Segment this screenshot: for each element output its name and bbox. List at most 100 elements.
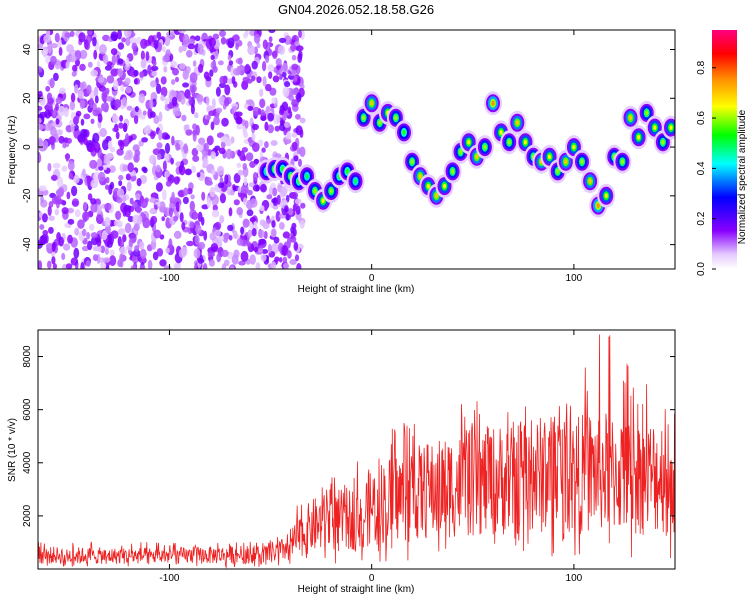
spectrogram-noise-cell [231, 76, 236, 85]
spectrogram-noise-cell [97, 246, 102, 252]
spectrogram-noise-cell [260, 183, 267, 193]
spectrogram-noise-cell [263, 204, 268, 212]
spectrogram-noise-cell [122, 96, 127, 107]
spectrogram-noise-cell [117, 68, 123, 77]
spectrogram-noise-cell [158, 111, 163, 122]
spectrogram-noise-cell [115, 210, 122, 221]
spectrogram-noise-cell [133, 69, 139, 77]
spectrogram-noise-cell [277, 45, 286, 55]
spectrogram-noise-cell [81, 228, 87, 237]
spectrogram-noise-cell [186, 240, 194, 247]
spectrogram-noise-cell [125, 133, 129, 144]
spectrogram-ridge-cell [483, 144, 487, 150]
spectrogram-ridge-cell [418, 173, 422, 179]
spectrogram-noise-cell [257, 229, 265, 239]
spectrogram-noise-cell [210, 54, 215, 61]
y-tick-label: 4000 [22, 451, 33, 474]
spectrogram-noise-cell [183, 143, 189, 154]
spectrogram-ridge-cell [442, 183, 447, 189]
spectrogram-heatmap [38, 30, 675, 269]
spectrogram-noise-cell [198, 241, 206, 250]
spectrogram-noise-cell [80, 262, 85, 269]
spectrogram-noise-cell [200, 216, 205, 226]
spectrogram-noise-cell [83, 113, 91, 120]
spectrogram-noise-cell [214, 145, 221, 151]
spectrogram-noise-cell [281, 101, 289, 112]
spectrogram-noise-cell [267, 124, 274, 134]
spectrogram-noise-cell [87, 193, 93, 201]
spectrogram-noise-cell [293, 241, 299, 251]
spectrogram-noise-cell [195, 124, 200, 136]
spectrogram-noise-cell [243, 177, 248, 186]
spectrogram-noise-cell [212, 33, 220, 40]
spectrogram-noise-cell [116, 148, 124, 156]
spectrogram-noise-cell [98, 171, 106, 182]
spectrogram-noise-cell [165, 49, 171, 58]
spectrogram-noise-cell [77, 90, 85, 99]
spectrogram-noise-cell [212, 98, 216, 109]
spectrogram-noise-cell [215, 112, 220, 119]
spectrogram-noise-cell [38, 117, 42, 124]
spectrogram-ridge-cell [491, 100, 495, 106]
spectrogram-noise-cell [116, 188, 125, 198]
y-tick-label: 6000 [22, 398, 33, 421]
spectrogram-noise-cell [256, 42, 261, 49]
spectrogram-noise-cell [45, 243, 54, 249]
spectrogram-noise-cell [168, 207, 173, 218]
spectrogram-ridge-cell [467, 139, 471, 145]
spectrogram-ridge-cell [669, 125, 673, 130]
spectrogram-noise-cell [149, 111, 156, 118]
spectrogram-noise-cell [159, 259, 167, 267]
spectrogram-noise-cell [245, 99, 254, 105]
spectrogram-noise-cell [181, 221, 186, 231]
spectrogram-noise-cell [164, 134, 171, 140]
spectrogram-noise-cell [293, 155, 299, 162]
spectrogram-noise-cell [295, 205, 301, 215]
spectrogram-noise-cell [65, 61, 70, 69]
spectrogram-noise-cell [77, 134, 86, 143]
spectrogram-ridge-cell [499, 130, 503, 135]
spectrogram-ridge-cell [459, 149, 463, 155]
spectrogram-noise-cell [39, 96, 46, 106]
spectrogram-noise-cell [209, 186, 216, 198]
spectrogram-noise-cell [102, 164, 108, 171]
spectrogram-noise-cell [87, 240, 93, 251]
spectrogram-noise-cell [272, 50, 278, 59]
spectrogram-noise-cell [131, 42, 138, 51]
spectrogram-ridge-cell [620, 159, 625, 165]
spectrogram-noise-cell [150, 80, 157, 88]
spectrogram-noise-cell [219, 75, 226, 85]
spectrogram-noise-cell [275, 58, 282, 66]
spectrogram-noise-cell [247, 229, 253, 238]
spectrogram-ridge-cell [661, 139, 665, 145]
spectrogram-noise-cell [59, 87, 66, 95]
spectrogram-noise-cell [214, 221, 222, 230]
spectrogram-noise-cell [268, 36, 273, 43]
spectrogram-noise-cell [94, 95, 99, 104]
spectrogram-noise-cell [219, 215, 225, 224]
spectrogram-ridge-cell [370, 100, 374, 106]
spectrogram-noise-cell [208, 110, 215, 117]
spectrogram-noise-cell [105, 96, 114, 102]
spectrogram-noise-cell [39, 211, 43, 218]
spectrogram-ridge-cell [394, 115, 398, 121]
spectrogram-ridge-cell [637, 134, 641, 140]
spectrogram-noise-cell [164, 151, 170, 162]
spectrogram-noise-cell [102, 257, 111, 263]
spectrogram-noise-cell [282, 86, 290, 98]
spectrogram-noise-cell [258, 248, 263, 254]
snr-frame [37, 329, 676, 570]
spectrogram-noise-cell [159, 201, 166, 212]
spectrogram-noise-cell [260, 254, 267, 262]
spectrogram-noise-cell [195, 144, 204, 152]
spectrogram-noise-cell [187, 38, 196, 45]
spectrogram-noise-cell [47, 162, 52, 172]
spectrogram-noise-cell [224, 97, 230, 107]
spectrogram-noise-cell [143, 126, 151, 135]
colorbar-tick-label: 0.2 [696, 211, 707, 225]
spectrogram-noise-cell [179, 212, 184, 223]
spectrogram-noise-cell [171, 79, 176, 85]
spectrogram-noise-cell [286, 238, 291, 249]
spectrogram-noise-cell [284, 81, 291, 88]
spectrogram-noise-cell [251, 132, 256, 141]
